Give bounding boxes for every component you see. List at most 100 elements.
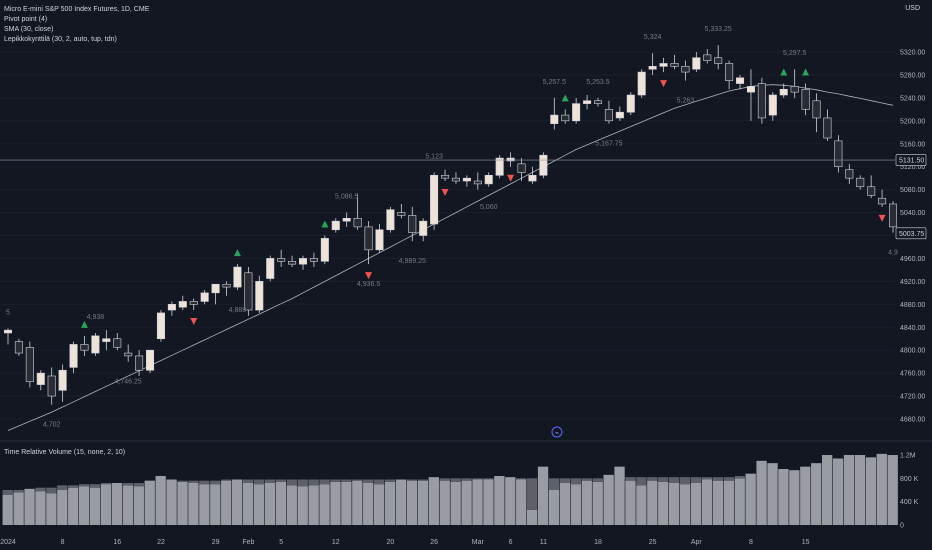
candle-bull	[91, 335, 100, 354]
buy-marker	[233, 249, 241, 257]
candle-bull	[615, 111, 624, 119]
volume-bar	[854, 455, 866, 525]
buy-marker	[321, 220, 329, 228]
candle-bull	[58, 369, 67, 391]
volume-bar	[876, 453, 887, 525]
volume-bar	[297, 486, 308, 525]
volume-avg-bar	[319, 479, 330, 485]
price-tick: 5320.00	[900, 50, 925, 57]
time-tick: 25	[649, 539, 657, 546]
volume-avg-bar	[363, 479, 374, 483]
candle-bull	[255, 281, 264, 311]
time-tick: 16	[113, 539, 121, 546]
candle-bear	[593, 100, 603, 104]
volume-indicator-label[interactable]: Time Relative Volume (15, none, 2, 10)	[4, 449, 126, 456]
volume-bar	[887, 455, 898, 525]
volume-avg-bar	[308, 479, 319, 486]
time-tick: 26	[430, 539, 438, 546]
volume-bar	[13, 492, 24, 525]
price-tick: 4880.00	[900, 302, 925, 309]
candle-bull	[626, 94, 635, 113]
candle-bull	[331, 220, 340, 231]
volume-bar	[756, 460, 767, 525]
volume-avg-bar	[68, 485, 79, 488]
price-tick: 5200.00	[900, 118, 925, 125]
volume-avg-bar	[341, 479, 352, 482]
volume-avg-bar	[374, 479, 385, 485]
candle-bear	[834, 140, 843, 167]
sma-line-layer	[7, 84, 894, 431]
candle-bull	[659, 63, 668, 67]
volume-bar	[537, 466, 549, 525]
volume-bar	[625, 480, 636, 525]
price-tick: 4720.00	[900, 394, 925, 401]
volume-bar	[46, 493, 57, 525]
candle-bear	[856, 177, 865, 188]
indicator-sma-label[interactable]: SMA (30, close)	[4, 26, 54, 33]
event-icon[interactable]	[551, 426, 563, 438]
price-pane[interactable]: 5,324 5,333.25 5,297.5 5,257.5 5,253.5 5,263 5…	[0, 26, 932, 442]
volume-bar	[68, 487, 79, 525]
candle-bull	[648, 66, 657, 70]
chart-legend: Micro E-mini S&P 500 Index Futures, 1D, …	[4, 5, 149, 45]
price-tick: 4800.00	[900, 348, 925, 355]
price-axis[interactable]: 5320.00 5280.00 5240.00 5200.00 5160.00 5120.…	[900, 50, 925, 424]
candle-bear	[47, 375, 56, 397]
time-axis[interactable]: 2024 8 16 22 29 Feb 5 12 20 26 Mar 6 11 18 25 Apr 8 15	[0, 539, 809, 546]
volume-avg-bar	[690, 477, 702, 483]
volume-pane[interactable]: 1.2M 800 K 400 K 0	[2, 453, 919, 530]
volume-bar	[166, 479, 177, 525]
volume-avg-bar	[89, 484, 101, 488]
candle-bear	[135, 355, 144, 371]
volume-bar	[35, 491, 46, 525]
time-tick: Apr	[691, 539, 703, 546]
candles-layer	[3, 45, 898, 405]
volume-bar	[133, 486, 144, 525]
volume-bar	[690, 483, 702, 525]
buy-marker	[780, 68, 788, 76]
volume-bar	[374, 484, 385, 525]
pivot-label: 5,167.75	[595, 141, 622, 148]
volume-avg-bar	[570, 478, 582, 485]
time-tick: 29	[212, 539, 220, 546]
volume-avg-bar	[133, 483, 144, 487]
candle-bear	[451, 177, 460, 182]
volume-tick: 800 K	[900, 476, 919, 483]
candle-bull	[430, 174, 439, 225]
current-price-tag: 5131.50	[899, 158, 924, 165]
price-tick: 4680.00	[900, 417, 925, 424]
volume-bar	[144, 480, 155, 525]
volume-bar	[210, 484, 221, 525]
volume-bar	[221, 480, 232, 525]
volume-avg-bar	[647, 477, 658, 481]
volume-avg-bar	[57, 485, 68, 490]
volume-bar	[789, 470, 800, 525]
currency-label[interactable]: USD	[905, 5, 920, 12]
pivot-label: 5,257.5	[543, 79, 566, 86]
candle-bull	[495, 157, 504, 176]
volume-bars-layer	[2, 453, 898, 525]
volume-avg-bar	[701, 477, 713, 480]
indicator-pivot-label[interactable]: Pivot point (4)	[4, 16, 48, 23]
volume-bar	[57, 490, 68, 525]
volume-bar	[253, 484, 265, 525]
symbol-title[interactable]: Micro E-mini S&P 500 Index Futures, 1D, …	[4, 6, 150, 13]
candle-bull	[375, 229, 384, 251]
volume-bar	[647, 480, 658, 525]
pivot-label: 5,263	[677, 98, 695, 105]
pivot-label: 5,324	[644, 34, 662, 41]
volume-bar	[111, 483, 123, 525]
volume-avg-bar	[286, 479, 297, 486]
volume-bar	[821, 455, 833, 525]
volume-bar	[242, 483, 254, 525]
volume-bar	[363, 483, 374, 525]
volume-tick: 400 K	[900, 499, 919, 506]
candle-bull	[583, 100, 592, 104]
time-tick: 18	[594, 539, 602, 546]
candle-bear	[124, 352, 133, 357]
candle-bear	[670, 63, 679, 67]
volume-avg-bar	[734, 476, 745, 479]
indicator-lepi-label[interactable]: Lepikkokynttilä (30, 2, auto, tup, tdn)	[4, 36, 117, 43]
price-tick: 4760.00	[900, 371, 925, 378]
